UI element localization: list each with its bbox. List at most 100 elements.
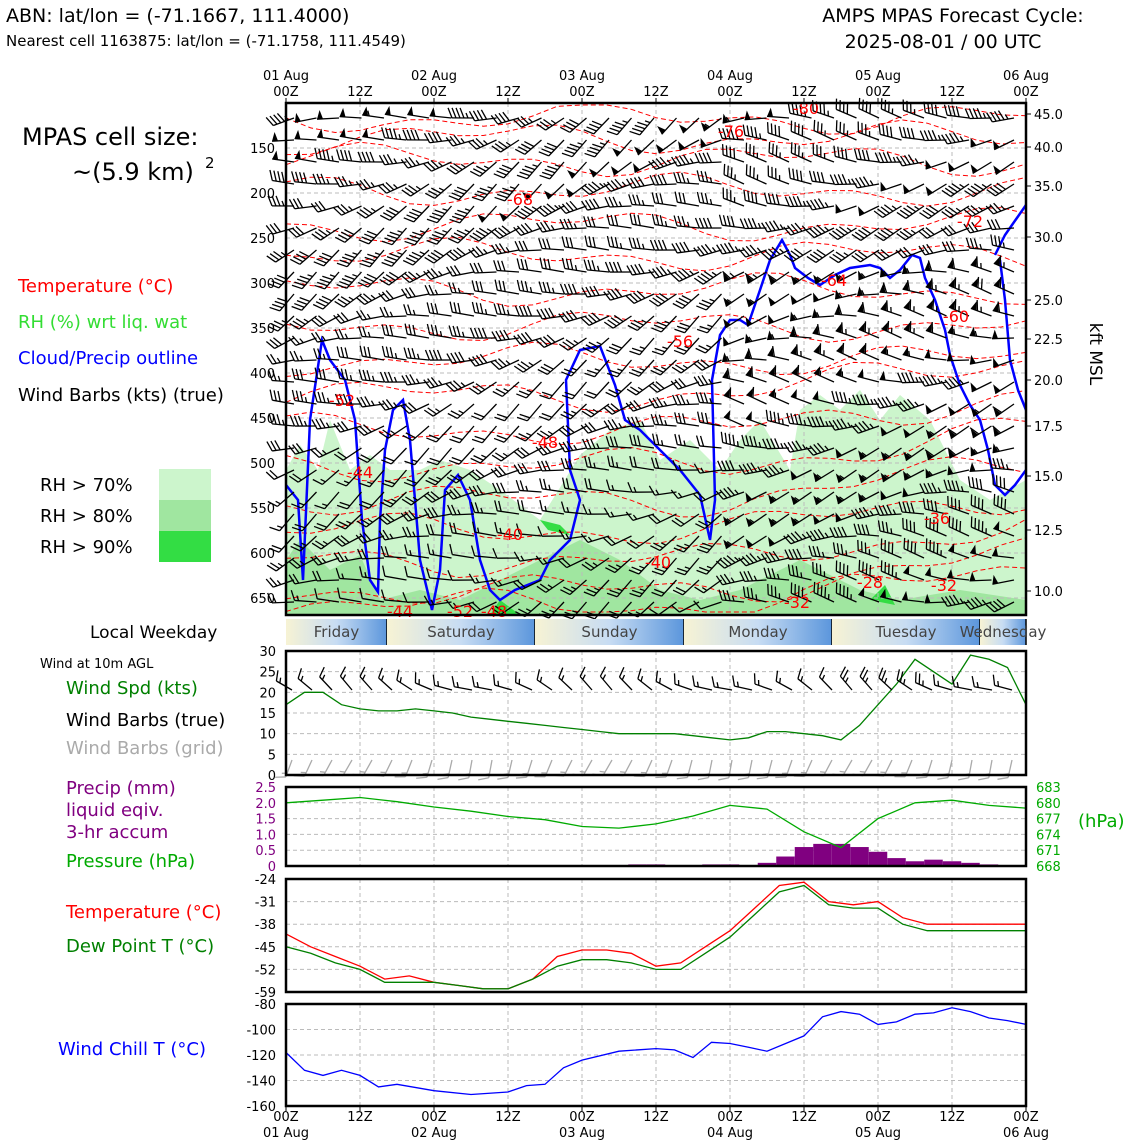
wind-barb xyxy=(857,121,880,141)
barb-half xyxy=(686,178,690,184)
barb-full xyxy=(453,162,463,171)
temperature-label: -28 xyxy=(857,573,883,592)
barb-staff xyxy=(879,271,902,278)
barb-full xyxy=(837,146,840,158)
barb-full xyxy=(862,301,866,313)
wind-barb xyxy=(693,243,722,257)
barb-full xyxy=(408,156,417,167)
barb-half xyxy=(664,221,668,227)
barb-half xyxy=(412,309,416,316)
wind-barb xyxy=(723,336,745,347)
barb-half xyxy=(393,184,398,189)
barb-full xyxy=(519,171,530,177)
barb-half xyxy=(980,306,982,313)
barb-pennant xyxy=(992,329,999,339)
wind-barb xyxy=(629,117,655,136)
barb-full xyxy=(940,227,949,237)
barb-full xyxy=(471,247,481,257)
temp-panel-ytick: -52 xyxy=(255,963,276,978)
barb-pennant xyxy=(272,132,279,142)
barb-half xyxy=(707,324,713,328)
barb-full xyxy=(378,155,386,166)
barb-full xyxy=(607,319,617,327)
barb-full xyxy=(382,212,394,219)
barb-full xyxy=(318,148,322,160)
wind-barb xyxy=(766,122,790,141)
barb-full xyxy=(494,279,498,291)
wind-barb xyxy=(788,167,812,185)
barb-full xyxy=(990,234,994,246)
barb-full xyxy=(970,205,980,214)
barb-full xyxy=(446,167,456,175)
barb-full xyxy=(501,164,513,170)
wind-barb xyxy=(494,183,520,202)
barb-full xyxy=(906,127,911,139)
barb-full xyxy=(589,123,600,129)
barb-full xyxy=(604,261,611,273)
wind-barb xyxy=(403,304,430,317)
barb-full xyxy=(986,219,993,230)
wind-barb xyxy=(964,108,992,120)
barb-half xyxy=(804,111,807,117)
wind-barb xyxy=(629,213,655,229)
wind-barb xyxy=(558,337,587,351)
barb-half xyxy=(331,155,334,162)
barb-full xyxy=(591,181,601,190)
barb-full xyxy=(468,141,477,150)
barb-full xyxy=(659,265,668,276)
bottom-tick-day: 06 Aug xyxy=(1003,1126,1049,1140)
barb-staff xyxy=(925,329,947,339)
barb-full xyxy=(751,218,758,229)
barb-pennant xyxy=(362,106,369,116)
barb-full xyxy=(903,207,913,215)
barb-full xyxy=(790,250,800,258)
temperature-label: -44 xyxy=(387,602,413,621)
barb-full xyxy=(407,304,412,316)
barb-pennant xyxy=(745,333,751,343)
barb-full xyxy=(475,246,484,256)
barb-full xyxy=(471,301,476,313)
wind-barb xyxy=(924,260,947,273)
barb-full xyxy=(446,353,453,364)
rh-legend-swatch xyxy=(159,531,211,562)
barb-full xyxy=(730,167,733,179)
barb-half xyxy=(1003,284,1005,290)
wind-barb xyxy=(723,293,745,307)
barb-pennant xyxy=(407,106,414,116)
barb-full xyxy=(320,173,326,185)
barb-full xyxy=(854,252,865,261)
precip-bar xyxy=(868,851,888,866)
barb-full xyxy=(366,273,377,280)
barb-full xyxy=(985,205,994,215)
barb-full xyxy=(832,230,842,238)
barb-full xyxy=(652,268,660,278)
wind-barb xyxy=(604,261,632,273)
pressure-ytick: 674 xyxy=(1036,828,1061,843)
barb-full xyxy=(271,303,283,309)
barb-full xyxy=(612,261,619,273)
wind-barb xyxy=(401,183,430,197)
barb-full xyxy=(409,234,421,240)
barb-staff xyxy=(815,271,835,285)
model-title: AMPS MPAS Forecast Cycle: xyxy=(822,5,1083,27)
barb-full xyxy=(456,186,468,192)
wind-barb xyxy=(384,105,407,119)
top-tick-hour: 12Z xyxy=(791,85,817,100)
wind-barb xyxy=(294,129,317,141)
barb-full xyxy=(798,145,800,157)
barb-full xyxy=(674,328,685,334)
barb-full xyxy=(494,243,502,254)
wind-barb xyxy=(940,224,970,237)
barb-full xyxy=(999,277,1002,288)
barb-full xyxy=(791,103,795,115)
barb-half xyxy=(460,138,465,144)
temperature-label: -68 xyxy=(507,190,533,209)
barb-full xyxy=(536,309,543,320)
wind-barb xyxy=(294,112,317,123)
barb-full xyxy=(292,198,300,209)
barb-full xyxy=(945,133,952,144)
bottom-tick-day: 05 Aug xyxy=(855,1126,901,1140)
barb-half xyxy=(1002,242,1005,248)
barb-full xyxy=(571,283,578,295)
barb-full xyxy=(899,209,910,217)
